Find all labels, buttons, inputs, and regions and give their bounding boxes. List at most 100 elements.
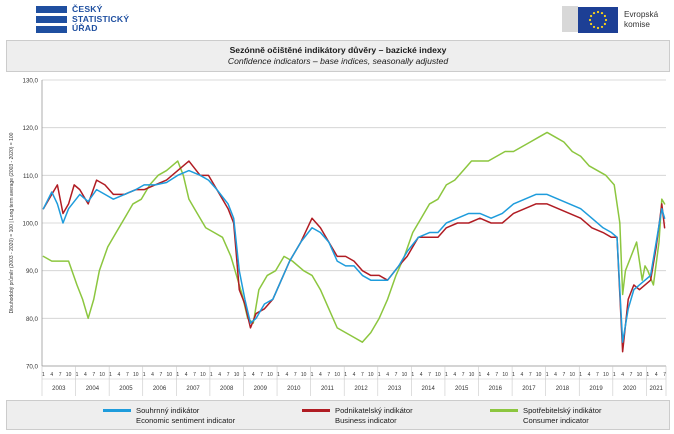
x-month-tick-label: 1 (176, 372, 179, 378)
x-month-tick-label: 10 (469, 372, 475, 378)
eu-star-icon (596, 26, 600, 30)
x-year-label: 2019 (589, 386, 603, 392)
eu-star-icon (603, 22, 607, 26)
x-month-tick-label: 4 (453, 372, 456, 378)
x-month-tick-label: 1 (210, 372, 213, 378)
legend-label-economic-cz: Souhrnný indikátor (136, 406, 200, 415)
x-month-tick-label: 4 (420, 372, 423, 378)
eu-logo-line-2: komise (624, 20, 650, 29)
x-month-tick-label: 4 (520, 372, 523, 378)
x-month-tick-label: 4 (554, 372, 557, 378)
x-year-label: 2021 (650, 386, 664, 392)
csu-logo-line-3: ÚŘAD (72, 23, 98, 34)
legend-swatch-consumer (490, 409, 518, 412)
x-month-tick-label: 1 (76, 372, 79, 378)
eu-star-icon (603, 14, 607, 18)
x-month-tick-label: 7 (562, 372, 565, 378)
x-month-tick-label: 4 (487, 372, 490, 378)
x-month-tick-label: 1 (646, 372, 649, 378)
x-year-label: 2017 (522, 386, 536, 392)
x-month-tick-label: 7 (630, 372, 633, 378)
y-tick-label: 110,0 (23, 173, 39, 180)
csu-logo-line-2: STATISTICKÝ (72, 13, 130, 24)
x-month-tick-label: 10 (99, 372, 105, 378)
x-year-label: 2012 (354, 386, 368, 392)
eu-star-icon (592, 11, 596, 15)
x-month-tick-label: 10 (66, 372, 72, 378)
x-month-tick-label: 10 (569, 372, 575, 378)
x-year-label: 2009 (254, 386, 268, 392)
eu-star-icon (588, 18, 592, 22)
y-tick-label: 100,0 (23, 221, 39, 228)
x-month-tick-label: 7 (92, 372, 95, 378)
legend-label-consumer-cz: Spotřebitelský indikátor (523, 406, 602, 415)
chart-header: Sezónně očištěné indikátory důvěry – baz… (6, 40, 670, 72)
x-month-tick-label: 10 (402, 372, 408, 378)
x-year-label: 2020 (623, 386, 637, 392)
x-month-tick-label: 1 (378, 372, 381, 378)
x-month-tick-label: 1 (579, 372, 582, 378)
x-month-tick-label: 1 (42, 372, 45, 378)
x-month-tick-label: 10 (368, 372, 374, 378)
x-month-tick-label: 10 (133, 372, 139, 378)
eu-logo-line-1: Evropská (624, 10, 659, 19)
x-month-tick-label: 1 (613, 372, 616, 378)
chart-subtitle: Confidence indicators – base indices, se… (227, 56, 449, 66)
x-month-tick-label: 10 (502, 372, 508, 378)
x-month-tick-label: 10 (267, 372, 273, 378)
legend-label-business-cz: Podnikatelský indikátor (335, 406, 413, 415)
x-month-tick-label: 4 (218, 372, 221, 378)
x-month-tick-label: 7 (126, 372, 129, 378)
x-month-tick-label: 7 (193, 372, 196, 378)
top-bar: ČESKÝ STATISTICKÝ ÚŘAD Evropská komise (0, 0, 674, 40)
y-tick-label: 80,0 (26, 316, 39, 323)
x-year-label: 2015 (455, 386, 469, 392)
x-year-label: 2010 (287, 386, 301, 392)
x-year-label: 2011 (321, 386, 335, 392)
y-tick-label: 120,0 (23, 125, 39, 132)
x-month-tick-label: 10 (334, 372, 340, 378)
legend-swatch-economic (103, 409, 131, 412)
eu-flag-icon (578, 7, 618, 33)
x-year-label: 2004 (86, 386, 100, 392)
x-month-tick-label: 10 (301, 372, 307, 378)
x-month-tick-label: 1 (109, 372, 112, 378)
x-year-label: 2008 (220, 386, 234, 392)
x-month-tick-label: 4 (655, 372, 658, 378)
y-tick-label: 90,0 (26, 268, 39, 275)
x-month-tick-label: 10 (234, 372, 240, 378)
x-month-tick-label: 1 (277, 372, 280, 378)
x-month-tick-label: 7 (663, 372, 666, 378)
x-month-tick-label: 7 (227, 372, 230, 378)
x-month-tick-label: 7 (428, 372, 431, 378)
x-year-label: 2007 (186, 386, 200, 392)
x-month-tick-label: 10 (603, 372, 609, 378)
eu-star-icon (600, 11, 604, 15)
eu-star-icon (589, 14, 593, 18)
x-month-tick-label: 7 (395, 372, 398, 378)
x-month-tick-label: 4 (588, 372, 591, 378)
legend-label-business-en: Business indicator (335, 415, 397, 425)
x-year-label: 2005 (119, 386, 133, 392)
csu-logo: ČESKÝ STATISTICKÝ ÚŘAD (36, 4, 156, 37)
x-month-tick-label: 4 (285, 372, 288, 378)
x-month-tick-label: 4 (118, 372, 121, 378)
x-month-tick-label: 1 (243, 372, 246, 378)
x-month-tick-label: 1 (143, 372, 146, 378)
y-tick-label: 70,0 (26, 364, 39, 371)
x-month-tick-label: 10 (167, 372, 173, 378)
x-month-tick-label: 7 (327, 372, 330, 378)
x-month-tick-label: 10 (536, 372, 542, 378)
x-month-tick-label: 7 (294, 372, 297, 378)
chart-title: Sezónně očištěné indikátory důvěry – baz… (229, 45, 447, 55)
x-month-tick-label: 7 (495, 372, 498, 378)
x-month-tick-label: 1 (512, 372, 515, 378)
x-month-tick-label: 7 (529, 372, 532, 378)
x-month-tick-label: 4 (386, 372, 389, 378)
eu-star-icon (596, 10, 600, 14)
csu-logo-line-1: ČESKÝ (72, 4, 103, 14)
x-month-tick-label: 7 (59, 372, 62, 378)
x-month-tick-label: 7 (596, 372, 599, 378)
legend-label-economic-en: Economic sentiment indicator (136, 415, 236, 425)
x-month-tick-label: 10 (637, 372, 643, 378)
